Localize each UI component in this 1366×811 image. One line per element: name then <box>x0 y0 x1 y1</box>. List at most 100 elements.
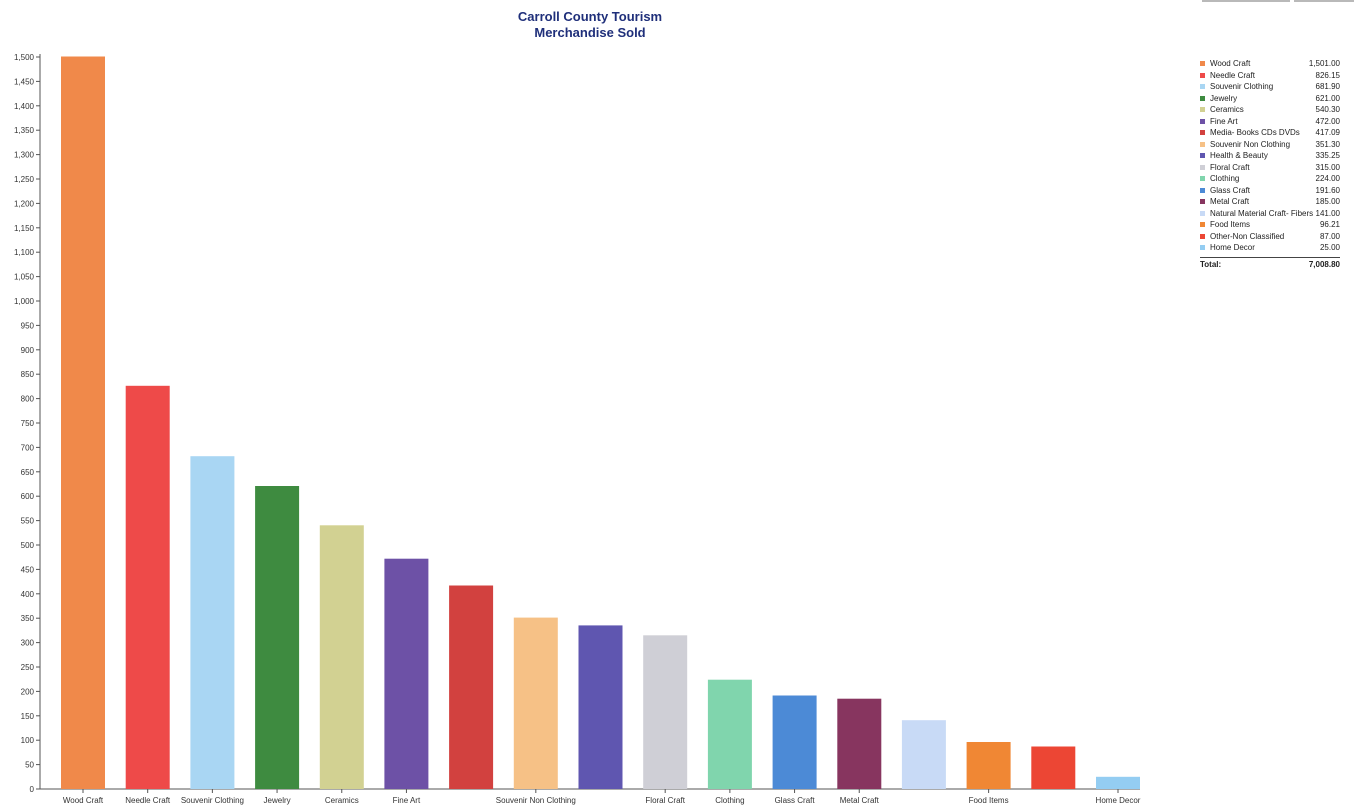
bar <box>190 456 235 789</box>
top-divider <box>1202 0 1290 2</box>
bar <box>643 635 688 789</box>
y-tick-label: 450 <box>21 565 35 574</box>
y-tick-label: 500 <box>21 541 35 550</box>
legend-item: Wood Craft 1,501.00 <box>1200 58 1340 70</box>
legend-label: Souvenir Clothing <box>1210 82 1274 91</box>
y-tick-label: 850 <box>21 370 35 379</box>
legend-label: Other-Non Classified <box>1210 231 1285 241</box>
legend-item: Other-Non Classified 87.00 <box>1200 231 1340 243</box>
y-tick-label: 1,350 <box>14 126 35 135</box>
legend-label: Wood Craft <box>1210 59 1251 68</box>
legend-item: Souvenir Non Clothing 351.30 <box>1200 139 1340 151</box>
legend-swatch <box>1200 187 1205 193</box>
legend: Wood Craft 1,501.00 Needle Craft 826.15 Souv… <box>1200 58 1340 272</box>
legend-swatch <box>1200 118 1205 124</box>
legend-label: Food Items <box>1210 220 1251 229</box>
x-tick-label: Floral Craft <box>645 796 685 805</box>
y-tick-label: 1,300 <box>14 151 35 160</box>
legend-value: 25.00 <box>1319 243 1340 252</box>
legend-swatch <box>1200 141 1205 147</box>
legend-value: 315.00 <box>1315 162 1340 172</box>
bar <box>513 617 558 789</box>
legend-value: 540.30 <box>1315 105 1340 114</box>
legend-label: Health & Beauty <box>1210 151 1268 160</box>
bar <box>966 742 1011 789</box>
x-tick-label: Jewelry <box>264 796 291 805</box>
x-tick-label: Food Items <box>969 796 1009 805</box>
legend-value: 621.00 <box>1315 93 1340 103</box>
y-tick-label: 650 <box>21 468 35 477</box>
chart-title: Carroll County Tourism <box>517 9 663 24</box>
legend-item: Glass Craft 191.60 <box>1200 185 1340 197</box>
bar <box>707 679 752 789</box>
legend-label: Media- Books CDs DVDs <box>1210 128 1300 137</box>
x-tick-label: Fine Art <box>393 796 421 805</box>
legend-label: Glass Craft <box>1210 185 1251 195</box>
y-tick-label: 1,000 <box>14 297 35 306</box>
legend-value: 681.90 <box>1315 82 1340 91</box>
y-tick-label: 150 <box>21 712 35 721</box>
y-tick-label: 250 <box>21 663 35 672</box>
legend-value: 224.00 <box>1315 174 1340 183</box>
legend-label: Souvenir Non Clothing <box>1210 139 1291 149</box>
y-tick-label: 200 <box>21 687 35 696</box>
x-tick-label: Souvenir Non Clothing <box>496 796 576 805</box>
y-tick-label: 1,500 <box>14 53 35 62</box>
legend-value: 96.21 <box>1319 220 1340 229</box>
top-divider <box>1294 0 1354 2</box>
y-tick-label: 1,400 <box>14 102 35 111</box>
legend-swatch <box>1200 61 1205 66</box>
x-tick-label: Souvenir Clothing <box>181 796 244 805</box>
legend-value: 141.00 <box>1315 208 1340 218</box>
x-tick-label: Needle Craft <box>125 796 171 805</box>
legend-value: 472.00 <box>1315 116 1340 126</box>
y-tick-label: 750 <box>21 419 35 428</box>
x-tick-label: Home Decor <box>1096 796 1141 805</box>
legend-swatch <box>1200 84 1205 89</box>
legend-label: Ceramics <box>1210 105 1244 114</box>
legend-value: 335.25 <box>1315 151 1340 160</box>
legend-value: 826.15 <box>1315 70 1340 80</box>
legend-item: Floral Craft 315.00 <box>1200 162 1340 174</box>
y-tick-label: 800 <box>21 395 35 404</box>
legend-item: Souvenir Clothing 681.90 <box>1200 81 1340 93</box>
bar <box>837 698 882 789</box>
legend-item: Media- Books CDs DVDs 417.09 <box>1200 127 1340 139</box>
bar <box>901 720 946 789</box>
legend-item: Ceramics 540.30 <box>1200 104 1340 116</box>
legend-value: 351.30 <box>1315 139 1340 149</box>
legend-swatch <box>1200 176 1205 181</box>
legend-item: Metal Craft 185.00 <box>1200 196 1340 208</box>
y-tick-label: 1,150 <box>14 224 35 233</box>
bar <box>1031 746 1076 789</box>
y-tick-label: 700 <box>21 443 35 452</box>
legend-value: 185.00 <box>1315 197 1340 206</box>
bar <box>449 585 494 789</box>
legend-total: Total: 7,008.80 <box>1200 256 1340 272</box>
legend-label: Jewelry <box>1210 93 1238 103</box>
legend-value: 87.00 <box>1319 231 1340 241</box>
legend-item: Health & Beauty 335.25 <box>1200 150 1340 162</box>
legend-swatch <box>1200 95 1205 101</box>
bar <box>1096 776 1140 789</box>
y-tick-label: 300 <box>21 639 35 648</box>
legend-total-label: Total: <box>1200 259 1222 269</box>
y-tick-label: 400 <box>21 590 35 599</box>
legend-swatch <box>1200 153 1205 158</box>
legend-value: 191.60 <box>1315 185 1340 195</box>
legend-swatch <box>1200 245 1205 250</box>
legend-item: Jewelry 621.00 <box>1200 93 1340 105</box>
legend-item: Fine Art 472.00 <box>1200 116 1340 128</box>
legend-swatch <box>1200 222 1205 227</box>
y-tick-label: 1,200 <box>14 199 35 208</box>
x-tick-label: Wood Craft <box>63 796 104 805</box>
x-tick-label: Glass Craft <box>775 796 816 805</box>
bar <box>255 486 300 789</box>
bar <box>772 695 817 789</box>
legend-label: Natural Material Craft- Fibers <box>1210 208 1314 218</box>
y-tick-label: 1,450 <box>14 77 35 86</box>
x-tick-label: Clothing <box>715 796 744 805</box>
legend-swatch <box>1200 199 1205 204</box>
